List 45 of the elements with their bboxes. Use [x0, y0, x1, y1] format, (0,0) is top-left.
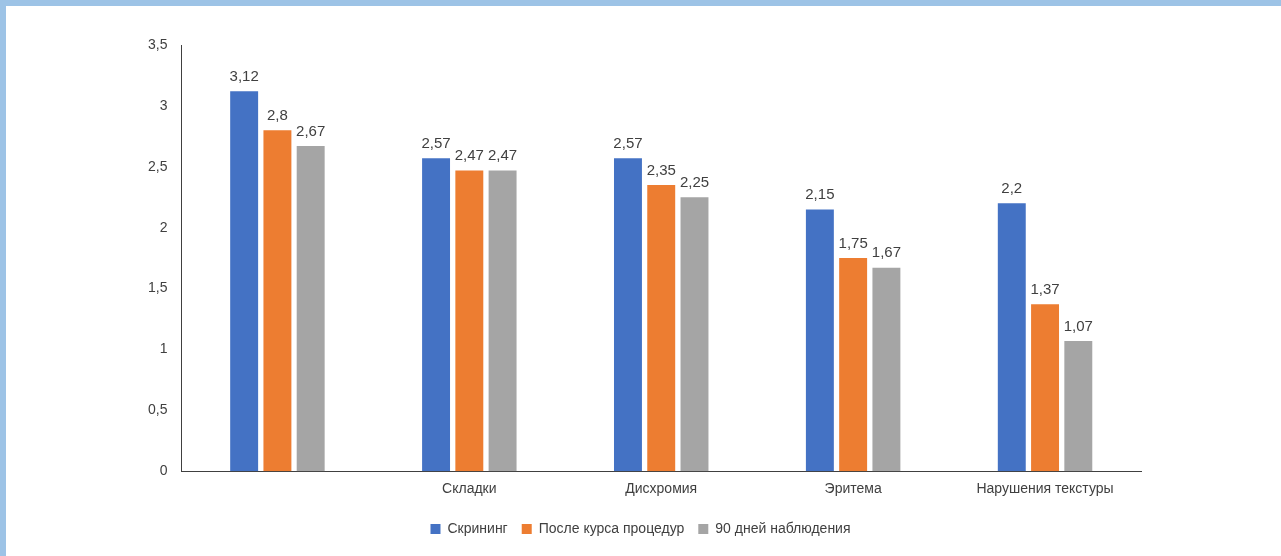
legend-label: После курса процедур — [538, 519, 685, 536]
bar — [680, 197, 709, 472]
data-label: 2,47 — [487, 146, 518, 164]
bar — [997, 203, 1026, 472]
data-label: 2,25 — [679, 172, 710, 190]
bar — [1064, 340, 1093, 472]
data-label: 2,2 — [1001, 178, 1023, 196]
bar — [839, 258, 868, 472]
bar — [422, 158, 451, 472]
data-label: 2,67 — [296, 121, 326, 139]
bar — [872, 267, 901, 472]
data-label: 2,57 — [421, 133, 451, 151]
data-label: 2,35 — [646, 160, 676, 178]
legend-label: Скрининг — [447, 519, 508, 536]
data-label: 2,15 — [805, 185, 835, 203]
y-tick-label: 0 — [159, 462, 168, 479]
y-tick-label: 3 — [159, 96, 168, 113]
y-tick-label: 3,5 — [147, 35, 168, 52]
y-tick-label: 2,5 — [147, 157, 168, 174]
bar — [1031, 304, 1060, 472]
y-tick-label: 1,5 — [147, 279, 168, 296]
bar — [230, 91, 259, 472]
bar — [805, 209, 834, 472]
x-tick-label: Дисхромия — [625, 480, 698, 497]
bar — [296, 146, 325, 472]
data-label: 2,8 — [266, 105, 288, 123]
x-tick-label: Нарушения текстуры — [976, 480, 1114, 497]
data-label: 2,47 — [454, 146, 484, 164]
data-label: 1,67 — [871, 243, 901, 261]
data-label: 1,37 — [1030, 280, 1060, 298]
data-label: 1,75 — [838, 233, 868, 251]
bar — [455, 170, 484, 472]
bar — [488, 170, 517, 472]
data-label: 3,12 — [229, 66, 259, 84]
bar — [263, 130, 292, 472]
data-label: 2,57 — [613, 133, 643, 151]
x-tick-label: Складки — [442, 480, 497, 497]
legend-label: 90 дней наблюдения — [715, 519, 851, 536]
data-label: 1,07 — [1063, 316, 1093, 334]
y-tick-label: 0,5 — [147, 401, 168, 418]
x-tick-label: Эритема — [824, 480, 882, 497]
bar — [614, 158, 642, 472]
bar — [647, 185, 676, 472]
y-tick-label: 1 — [159, 340, 168, 357]
y-tick-label: 2 — [159, 218, 168, 235]
